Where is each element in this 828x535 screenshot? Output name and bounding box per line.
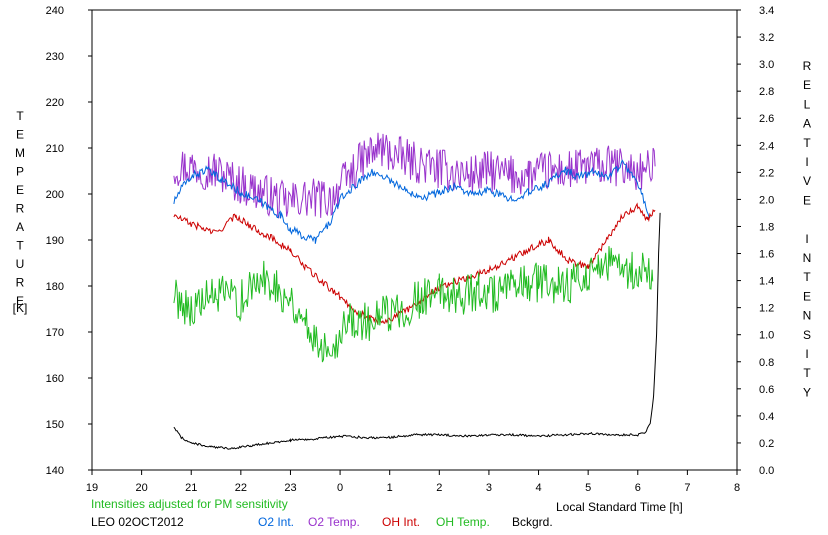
left-tick-label: 220 — [46, 97, 64, 109]
right-tick-label: 2.4 — [759, 140, 774, 152]
right-axis-title-letter: S — [803, 328, 811, 342]
left-axis-title-letter: P — [16, 165, 24, 179]
right-tick-label: 1.6 — [759, 249, 774, 261]
note-text: Intensities adjusted for PM sensitivity — [91, 497, 288, 511]
right-axis-title-letter: I — [805, 232, 808, 246]
station-label: LEO 02OCT2012 — [91, 515, 184, 529]
left-axis-title-letter: R — [16, 276, 25, 290]
left-axis-title-letter: U — [16, 257, 25, 271]
left-tick-label: 200 — [46, 189, 64, 201]
x-tick-label: 6 — [635, 482, 641, 494]
right-tick-label: 2.6 — [759, 113, 774, 125]
left-axis-title-letter: E — [16, 294, 24, 308]
legend-oh-temp: OH Temp. — [436, 515, 490, 529]
x-tick-label: 0 — [337, 482, 343, 494]
right-axis-title-letter: E — [803, 78, 811, 92]
right-tick-label: 0.6 — [759, 384, 774, 396]
plot-frame — [91, 9, 738, 471]
x-tick-label: 21 — [185, 482, 197, 494]
left-tick-label: 230 — [46, 51, 64, 63]
left-tick-label: 160 — [46, 373, 64, 385]
right-axis-title-letter: T — [803, 366, 811, 380]
right-tick-label: 0.8 — [759, 357, 774, 369]
right-axis-title-letter: Y — [803, 385, 811, 399]
right-tick-label: 0.0 — [759, 465, 774, 477]
x-tick-label: 1 — [387, 482, 393, 494]
right-axis-title-letter: L — [804, 97, 811, 111]
left-tick-label: 140 — [46, 465, 64, 477]
right-axis-title-letter: I — [805, 155, 808, 169]
left-axis-ticks: 140 150 160 170 180 190 200 210 220 230 240 — [46, 5, 92, 477]
left-axis-title-letter: A — [16, 220, 24, 234]
right-axis-title-letter: A — [803, 117, 811, 131]
right-tick-label: 1.8 — [759, 221, 774, 233]
left-axis-title-letter: M — [15, 146, 25, 160]
left-tick-label: 170 — [46, 327, 64, 339]
right-axis-title-letter: N — [803, 251, 812, 265]
x-axis-ticks: 19 20 21 22 23 0 1 2 3 4 5 6 7 8 — [86, 470, 740, 494]
series-oh-int-line — [173, 202, 656, 326]
x-tick-label: 23 — [284, 482, 296, 494]
x-tick-label: 19 — [86, 482, 98, 494]
right-axis-title-letter: E — [803, 289, 811, 303]
right-tick-label: 1.0 — [759, 330, 774, 342]
right-tick-label: 3.2 — [759, 32, 774, 44]
x-axis-label: Local Standard Time [h] — [556, 500, 683, 514]
right-tick-label: 1.2 — [759, 303, 774, 315]
x-tick-label: 3 — [486, 482, 492, 494]
legend-o2-int: O2 Int. — [258, 515, 295, 529]
right-tick-label: 2.2 — [759, 167, 774, 179]
right-axis-title-letter: R — [803, 59, 812, 73]
left-tick-label: 210 — [46, 143, 64, 155]
right-tick-label: 0.2 — [759, 438, 774, 450]
left-tick-label: 180 — [46, 281, 64, 293]
x-tick-label: 20 — [135, 482, 147, 494]
right-axis-title-letter: N — [803, 309, 812, 323]
series-oh-temp-line — [173, 246, 654, 363]
left-axis-title-letter: E — [16, 128, 24, 142]
series-o2-int-line — [173, 159, 651, 244]
left-axis-title-letter: T — [16, 239, 24, 253]
right-axis-ticks: 0.0 0.2 0.4 0.6 0.8 1.0 1.2 1.4 1.6 1.8 2.0 2.2 2.4 2… — [737, 5, 774, 477]
x-tick-label: 8 — [734, 482, 740, 494]
legend-bckgrd: Bckgrd. — [512, 515, 553, 529]
right-axis-title-letter: E — [803, 193, 811, 207]
left-tick-label: 150 — [46, 419, 64, 431]
left-tick-label: 240 — [46, 5, 64, 17]
x-tick-label: 4 — [535, 482, 541, 494]
x-tick-label: 2 — [436, 482, 442, 494]
legend-o2-temp: O2 Temp. — [308, 515, 360, 529]
left-axis-unit: [K] — [13, 301, 28, 315]
legend-oh-int: OH Int. — [382, 515, 421, 529]
series-bckgrd-line — [173, 212, 661, 450]
right-tick-label: 2.0 — [759, 194, 774, 206]
right-axis-title-letter: T — [803, 270, 811, 284]
left-axis-title-letter: T — [16, 109, 24, 123]
right-axis-title-letter: V — [803, 174, 811, 188]
series-layer — [173, 132, 661, 450]
right-tick-label: 2.8 — [759, 86, 774, 98]
right-tick-label: 3.0 — [759, 59, 774, 71]
right-axis-title-letter: T — [803, 136, 811, 150]
x-tick-label: 5 — [585, 482, 591, 494]
left-axis-title-letter: R — [16, 202, 25, 216]
left-tick-label: 190 — [46, 235, 64, 247]
right-axis-title-letter: I — [805, 347, 808, 361]
series-o2-temp-line — [173, 132, 656, 219]
right-tick-label: 3.4 — [759, 5, 774, 17]
right-tick-label: 1.4 — [759, 276, 774, 288]
right-tick-label: 0.4 — [759, 411, 774, 423]
x-tick-label: 22 — [235, 482, 247, 494]
left-axis-title-letter: E — [16, 183, 24, 197]
x-tick-label: 7 — [684, 482, 690, 494]
